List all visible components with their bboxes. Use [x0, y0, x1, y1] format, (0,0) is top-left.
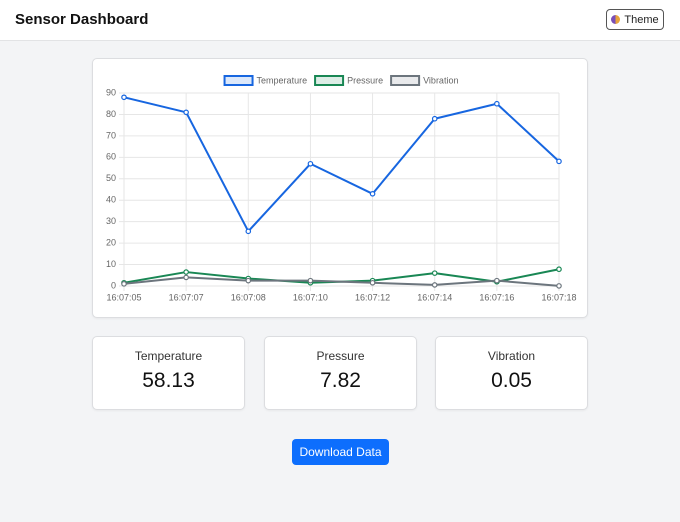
chart-card: 0 10 20 30 40 50 60 70 80 90 16:07:05 16:07:07 16:07… [92, 58, 588, 318]
y-tick-label: 40 [106, 195, 116, 205]
theme-icon [611, 15, 621, 24]
legend-label: Temperature [257, 75, 308, 85]
chart: 0 10 20 30 40 50 60 70 80 90 16:07:05 16:07:07 16:07… [106, 75, 577, 302]
x-tick-label: 16:07:16 [479, 292, 514, 302]
data-point [431, 282, 438, 288]
legend-label: Vibration [423, 75, 458, 85]
metric-value: 0.05 [491, 369, 532, 392]
data-point [245, 228, 252, 235]
x-tick-label: 16:07:12 [355, 292, 390, 302]
data-point [183, 269, 189, 275]
x-tick-label: 16:07:05 [106, 292, 141, 302]
theme-button[interactable]: Theme [606, 9, 664, 30]
data-point [307, 277, 314, 284]
y-tick-label: 0 [111, 280, 116, 290]
data-point [307, 160, 314, 167]
legend-swatch [223, 75, 254, 86]
metric-value: 7.82 [320, 369, 361, 392]
data-point [494, 100, 500, 107]
x-tick-label: 16:07:14 [417, 292, 452, 302]
data-point [431, 270, 438, 276]
y-tick-label: 80 [106, 109, 116, 119]
metric-card: Vibration 0.05 [435, 336, 588, 410]
y-tick-label: 90 [106, 87, 116, 97]
y-tick-label: 60 [106, 152, 116, 162]
x-tick-label: 16:07:18 [541, 292, 576, 302]
data-point [245, 277, 252, 284]
header: Sensor Dashboard Theme [0, 0, 680, 41]
app-title: Sensor Dashboard [15, 11, 149, 28]
x-tick-label: 16:07:08 [231, 292, 266, 302]
legend-label: Pressure [347, 75, 383, 85]
theme-label: Theme [624, 13, 659, 26]
data-point [369, 279, 376, 286]
y-tick-label: 70 [106, 130, 116, 140]
metric-label: Vibration [487, 349, 536, 363]
legend-swatch [390, 75, 421, 86]
data-point [369, 190, 376, 197]
series-line [123, 96, 560, 233]
data-point [494, 277, 500, 284]
series-line [123, 276, 560, 287]
metric-value: 58.13 [142, 369, 195, 392]
data-point [556, 158, 562, 165]
y-tick-label: 20 [106, 237, 116, 247]
y-tick-label: 50 [106, 173, 116, 183]
metric-label: Pressure [316, 349, 365, 363]
x-tick-label: 16:07:10 [293, 292, 328, 302]
data-point [431, 115, 438, 122]
legend-swatch [314, 75, 345, 86]
x-tick-label: 16:07:07 [169, 292, 204, 302]
data-point [556, 266, 562, 273]
y-tick-label: 30 [106, 216, 116, 226]
metric-label: Temperature [134, 349, 203, 363]
metric-card: Temperature 58.13 [92, 336, 245, 410]
metric-card: Pressure 7.82 [264, 336, 417, 410]
data-point [183, 109, 189, 116]
y-tick-label: 10 [106, 259, 116, 269]
data-point [183, 274, 189, 281]
download-button[interactable]: Download Data [292, 439, 389, 465]
data-point [121, 281, 127, 287]
data-point [121, 94, 127, 101]
data-point [556, 283, 562, 289]
